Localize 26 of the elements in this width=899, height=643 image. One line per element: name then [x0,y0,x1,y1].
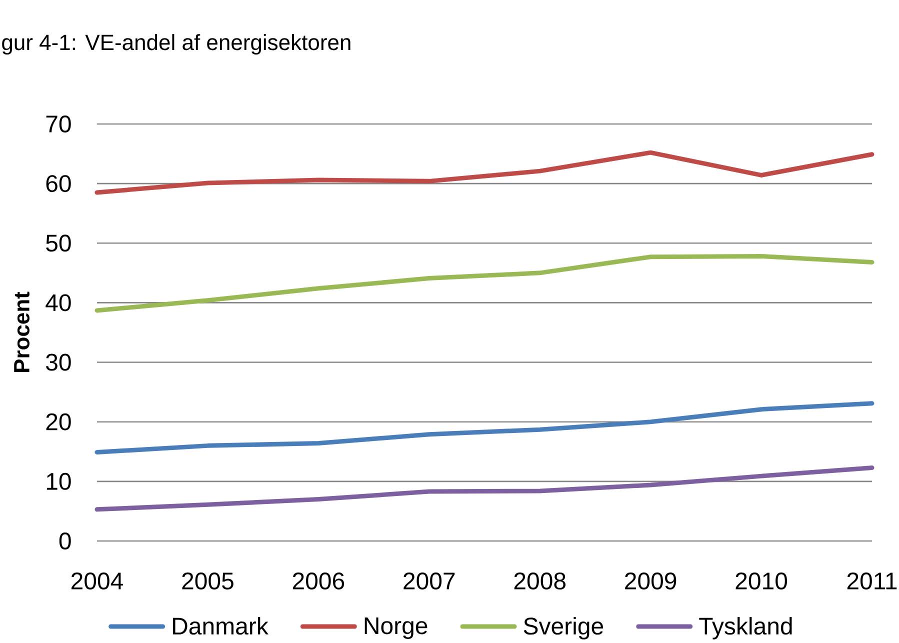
x-tick-label: 2008 [514,572,566,590]
x-tick-label: 2007 [404,572,455,590]
x-tick-label: 2010 [736,572,788,590]
y-tick-label: 20 [46,413,71,430]
x-tick-label: 2005 [182,572,234,590]
x-tick-label: 2011 [847,572,897,590]
line-series [94,254,874,313]
x-tick-label: 2009 [625,572,676,590]
line-series [94,150,874,195]
y-tick-label: 40 [46,294,71,312]
legend-label: Norge [364,617,428,639]
y-tick-label: 10 [46,472,71,490]
line-series [94,465,874,512]
x-tick-label: 2006 [292,572,344,590]
y-tick-label: 50 [46,234,71,252]
chart-title: gur 4-1: VE-andel af energisektoren [2,34,350,55]
line-series [94,401,874,454]
legend-label: Tyskland [699,617,792,640]
x-tick-label: 2004 [72,572,123,590]
y-tick-label: 60 [46,175,71,192]
y-tick-label: 70 [46,115,71,132]
y-axis-title: Procent [14,292,30,372]
legend-label: Sverige [524,617,604,640]
y-tick-label: 30 [46,354,71,371]
y-tick-label: 0 [59,532,71,550]
legend-label: Danmark [173,617,268,635]
